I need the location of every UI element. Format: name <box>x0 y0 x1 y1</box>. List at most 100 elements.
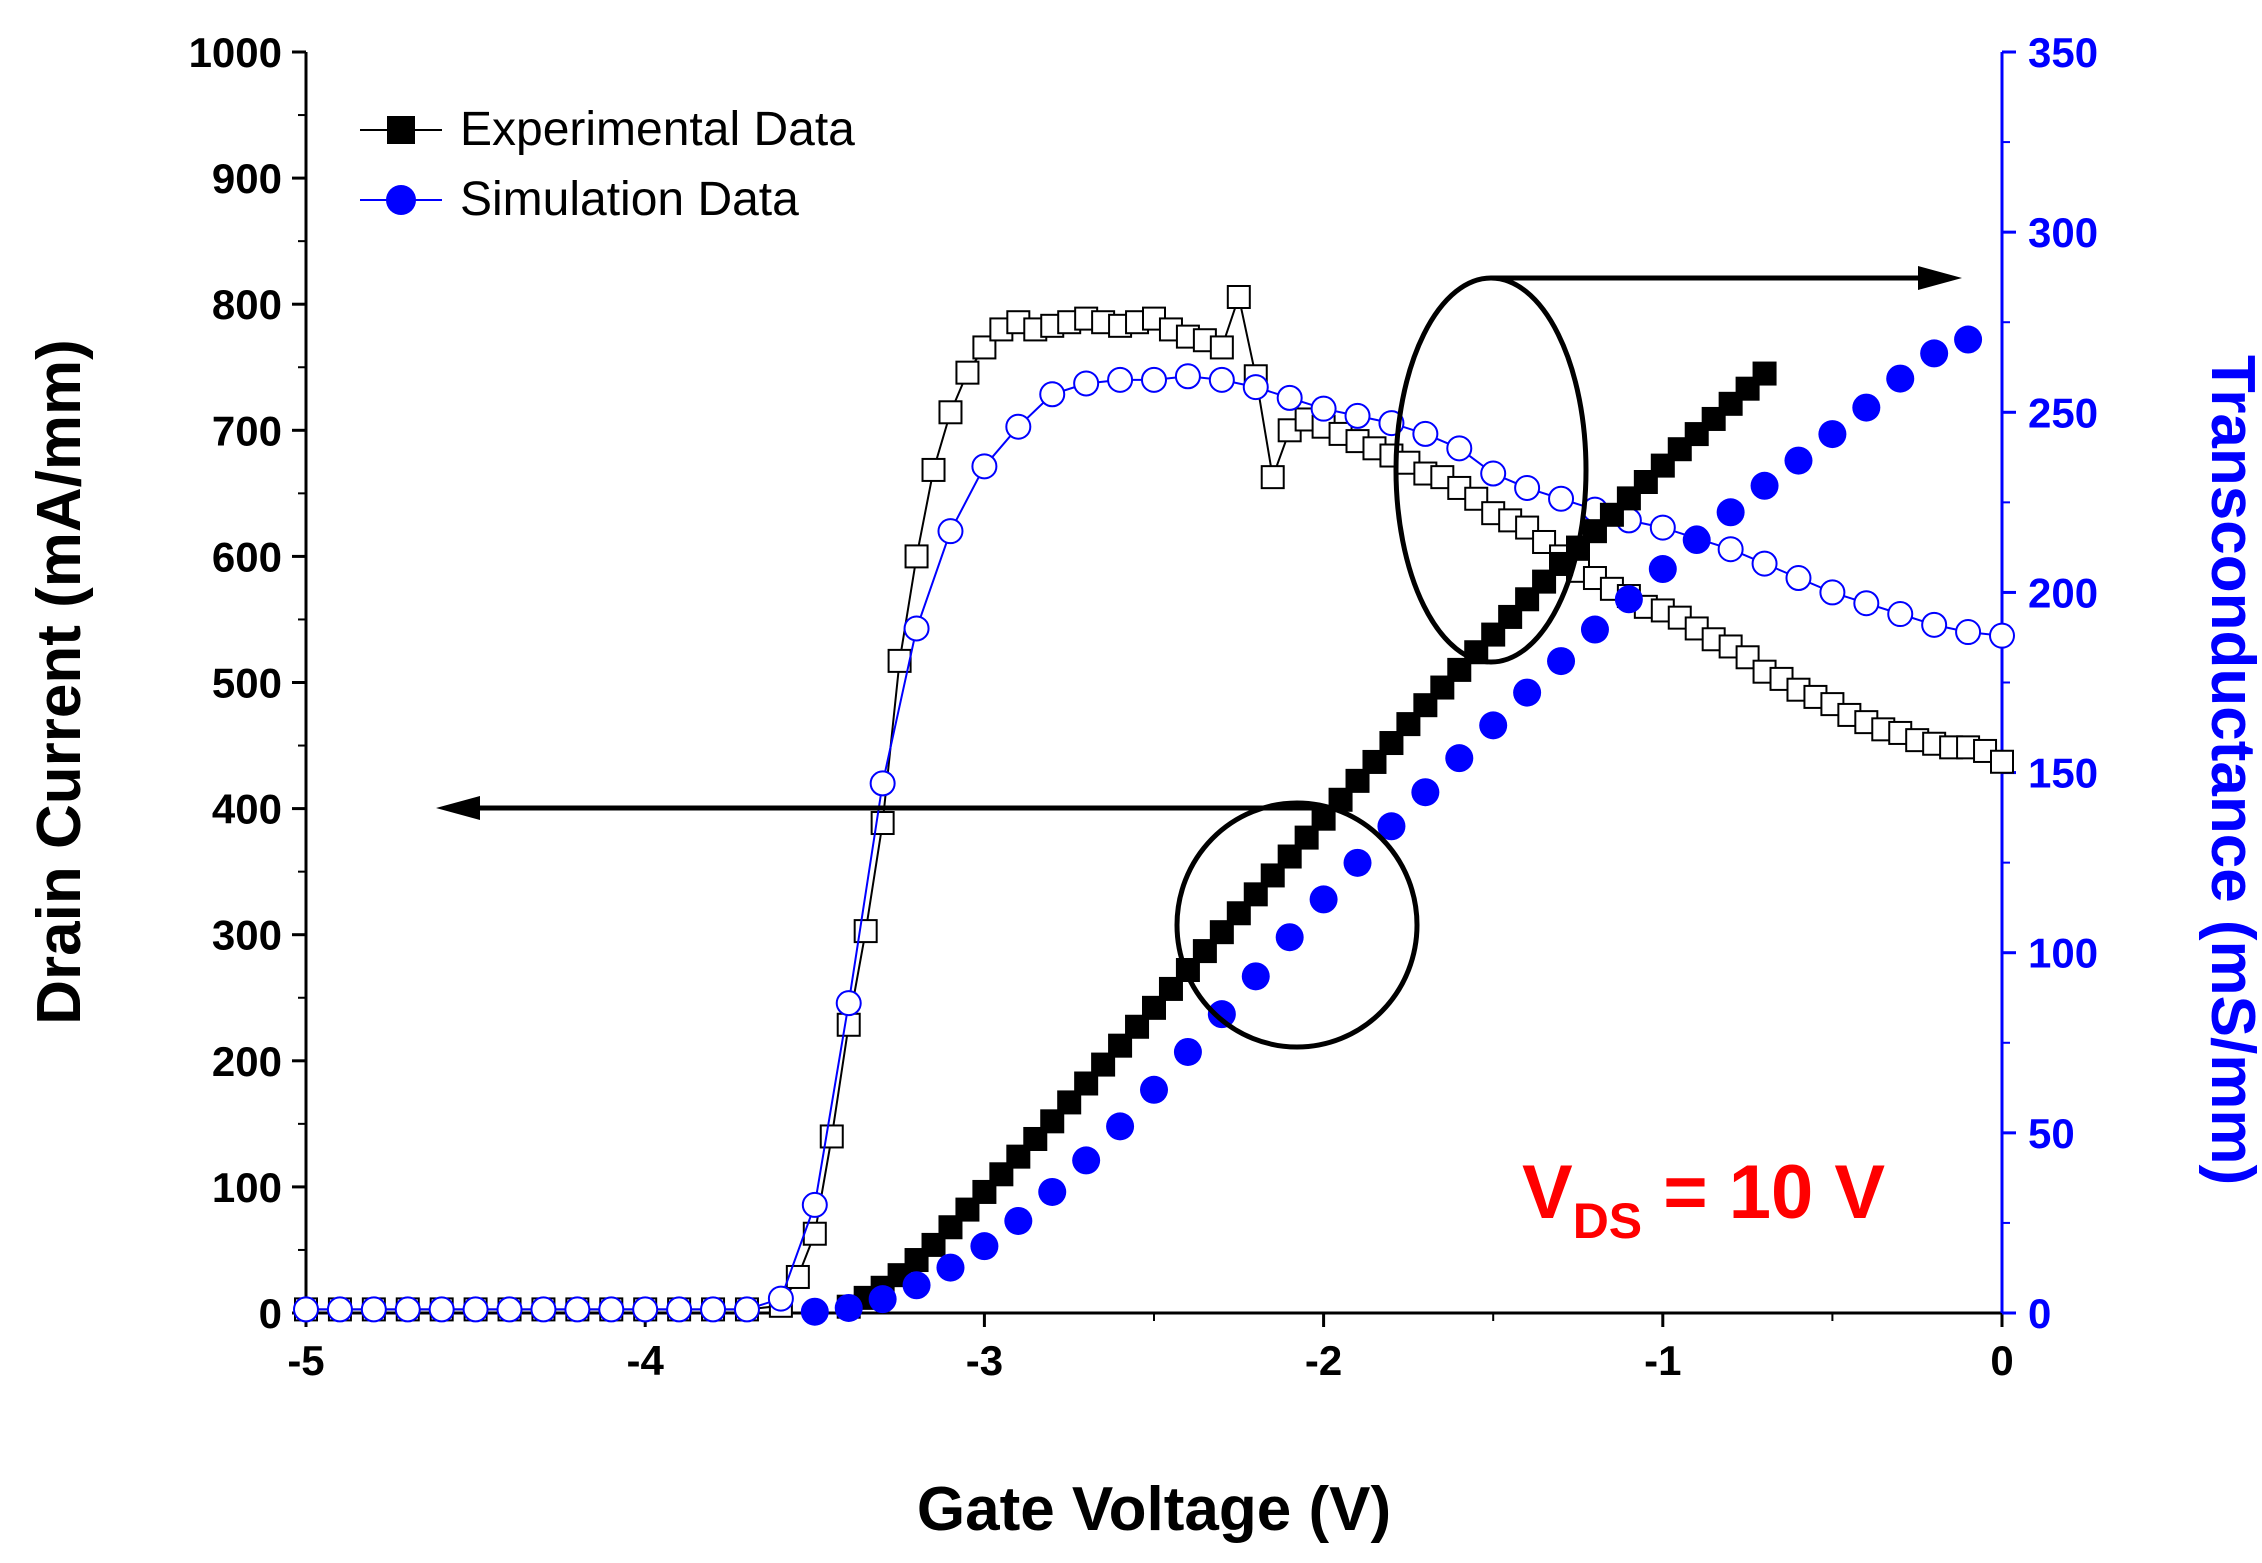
x-tick-label: -4 <box>627 1337 665 1384</box>
simulation-transconductance-point <box>1005 413 1032 440</box>
simulation-transconductance-point <box>1717 536 1744 563</box>
x-tick-label: -1 <box>1644 1337 1681 1384</box>
simulation-transconductance-point <box>360 1296 387 1323</box>
right-tick-label: 350 <box>2028 29 2098 76</box>
x-tick-label: 0 <box>1990 1337 2013 1384</box>
left-axis-ticks: 0 100 200 300 400 500 600 700 800 900 1000 <box>189 29 306 1337</box>
simulation-drain-current-point <box>1784 446 1813 475</box>
experimental-transconductance-point <box>1209 335 1234 360</box>
simulation-drain-current-point <box>1648 555 1677 584</box>
simulation-transconductance-point <box>1955 619 1982 646</box>
simulation-transconductance-point <box>1039 381 1066 408</box>
simulation-transconductance-point <box>428 1296 455 1323</box>
simulation-drain-current-point <box>1140 1075 1168 1104</box>
simulation-drain-current-point <box>1852 393 1881 422</box>
left-tick-label: 900 <box>212 155 282 202</box>
right-tick-label: 100 <box>2028 930 2098 977</box>
x-axis-ticks: -5 -4 -3 -2 -1 0 <box>287 1313 2014 1384</box>
left-tick-label: 1000 <box>189 29 282 76</box>
simulation-drain-current-point <box>1072 1146 1101 1175</box>
simulation-transconductance-point <box>1887 601 1914 628</box>
experimental-transconductance-point <box>836 1012 861 1037</box>
legend-simulation-label: Simulation Data <box>460 173 799 226</box>
simulation-transconductance-point <box>835 990 862 1017</box>
simulation-drain-current-point <box>1547 647 1576 676</box>
simulation-drain-current-point <box>1173 1037 1202 1066</box>
experimental-transconductance-point <box>921 457 946 482</box>
simulation-transconductance-point <box>1548 485 1575 512</box>
vds-value: = 10 V <box>1642 1150 1885 1235</box>
right-axis-title: Transconductance (mS/mm) <box>2198 355 2262 1185</box>
simulation-drain-current-point <box>1614 585 1643 614</box>
simulation-transconductance-point <box>496 1296 523 1323</box>
simulation-transconductance-point <box>462 1296 489 1323</box>
legend: Experimental Data Simulation Data <box>360 103 855 226</box>
x-tick-label: -5 <box>287 1337 324 1384</box>
simulation-transconductance-point <box>1412 420 1439 447</box>
right-tick-label: 300 <box>2028 209 2098 256</box>
simulation-drain-current-point <box>1445 744 1474 773</box>
simulation-drain-current-point <box>1513 678 1542 707</box>
simulation-transconductance-point <box>937 518 964 545</box>
simulation-drain-current-point <box>868 1285 897 1314</box>
vds-subscript: DS <box>1573 1193 1642 1249</box>
legend-simulation-marker <box>386 185 416 215</box>
simulation-drain-current-point <box>1954 325 1983 354</box>
simulation-drain-current-point <box>1004 1206 1033 1235</box>
simulation-transconductance-point <box>1242 374 1269 401</box>
annotation-shapes <box>436 266 1962 1050</box>
simulation-transconductance-point <box>1514 474 1541 501</box>
experimental-drain-current-point <box>1752 361 1777 386</box>
left-tick-label: 200 <box>212 1038 282 1085</box>
simulation-drain-current-point <box>1479 711 1508 740</box>
simulation-transconductance-point <box>530 1296 557 1323</box>
simulation-drain-current-point <box>1106 1112 1135 1141</box>
simulation-transconductance-point <box>1989 622 2015 649</box>
simulation-drain-current-point <box>902 1271 931 1300</box>
simulation-drain-current-point <box>1309 885 1338 914</box>
simulation-transconductance-point <box>971 453 998 480</box>
simulation-transconductance-point <box>767 1285 794 1312</box>
simulation-drain-current-point <box>1716 498 1745 527</box>
simulation-drain-current-point <box>1682 526 1711 555</box>
simulation-transconductance-point <box>869 770 896 797</box>
left-tick-label: 800 <box>212 281 282 328</box>
x-axis-title: Gate Voltage (V) <box>917 1475 1391 1544</box>
simulation-drain-current-point <box>970 1232 999 1261</box>
simulation-drain-current-point <box>1750 471 1779 500</box>
simulation-transconductance-point <box>1921 611 1948 638</box>
vds-annotation: VDS = 10 V <box>1522 1150 1885 1249</box>
current-arrow-head <box>436 796 480 820</box>
legend-experimental-label: Experimental Data <box>460 103 855 156</box>
simulation-drain-current-point <box>1818 420 1847 449</box>
experimental-transconductance-point <box>887 648 912 673</box>
simulation-transconductance-point <box>1853 590 1880 617</box>
simulation-transconductance-point <box>733 1296 760 1323</box>
simulation-transconductance-point <box>564 1296 591 1323</box>
simulation-transconductance-point <box>1751 550 1778 577</box>
simulation-drain-current-point <box>1207 1000 1236 1029</box>
experimental-transconductance-point <box>785 1264 810 1289</box>
x-tick-label: -2 <box>1305 1337 1342 1384</box>
simulation-transconductance-point <box>1073 370 1100 397</box>
legend-experimental-marker <box>387 116 415 144</box>
simulation-drain-current-point <box>1275 923 1304 952</box>
simulation-transconductance-point <box>394 1296 421 1323</box>
experimental-transconductance-point <box>1990 749 2014 774</box>
simulation-transconductance-point <box>1208 366 1235 393</box>
simulation-transconductance-point <box>1344 402 1371 429</box>
series-layer <box>293 284 2015 1326</box>
simulation-transconductance-point <box>666 1296 693 1323</box>
simulation-transconductance-point <box>1785 565 1812 592</box>
simulation-transconductance-point <box>1819 579 1846 606</box>
right-tick-label: 200 <box>2028 569 2098 616</box>
simulation-transconductance-point <box>1107 366 1134 393</box>
simulation-transconductance-point <box>1310 395 1337 422</box>
right-tick-label: 150 <box>2028 750 2098 797</box>
simulation-drain-current-point <box>1377 812 1406 841</box>
left-tick-label: 300 <box>212 912 282 959</box>
simulation-drain-current-point <box>1886 364 1915 393</box>
left-tick-label: 500 <box>212 660 282 707</box>
simulation-transconductance-point <box>1141 366 1167 393</box>
